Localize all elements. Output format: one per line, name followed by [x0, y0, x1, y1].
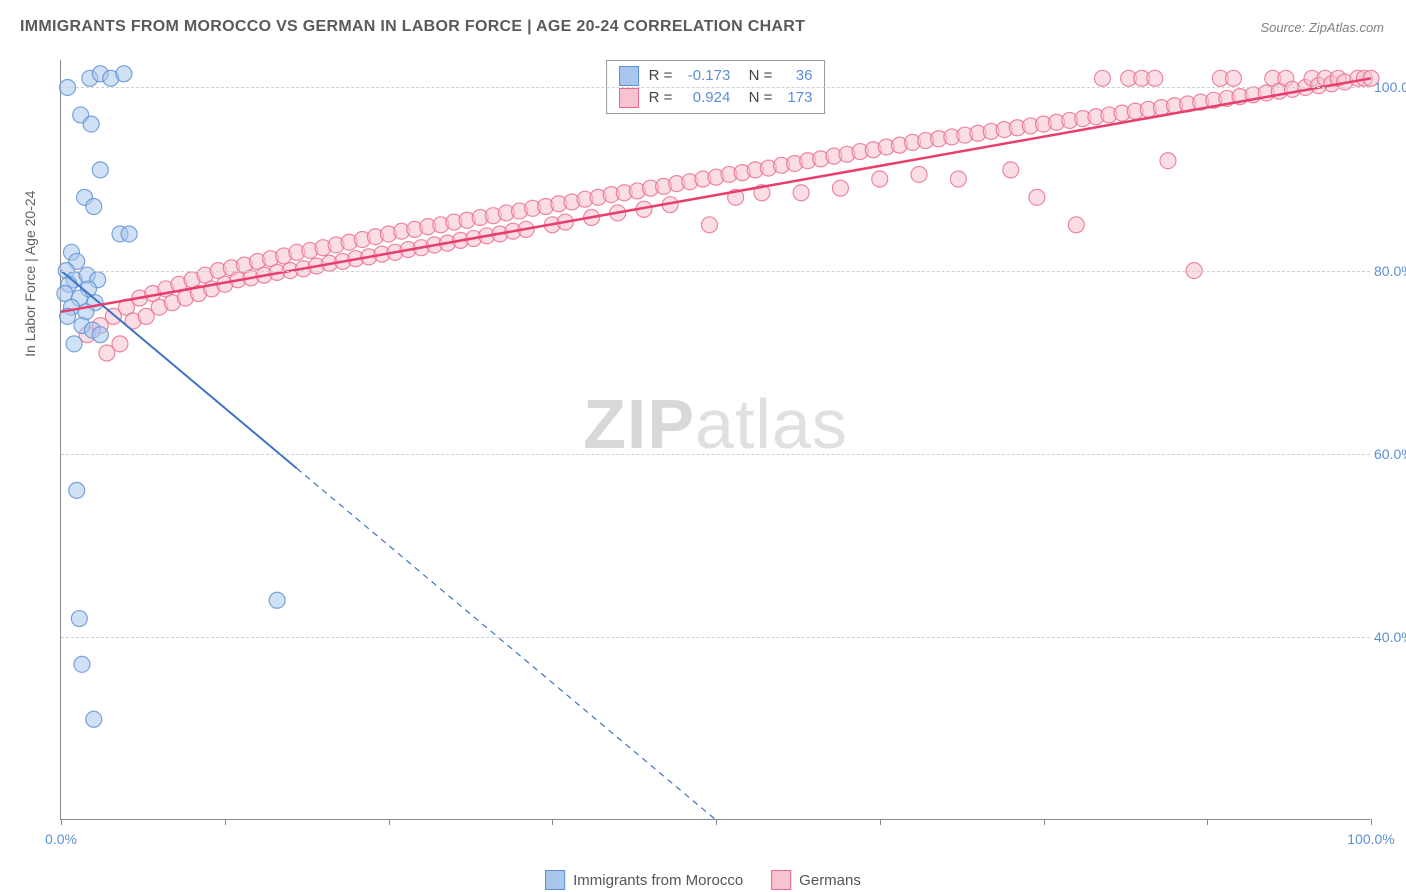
data-point [1029, 189, 1045, 205]
x-tick [61, 819, 62, 825]
x-tick [1371, 819, 1372, 825]
r-label: R = [649, 87, 673, 109]
y-tick-label: 100.0% [1374, 79, 1406, 95]
bottom-legend: Immigrants from Morocco Germans [545, 870, 861, 890]
legend-item-morocco: Immigrants from Morocco [545, 870, 743, 890]
data-point [71, 611, 87, 627]
y-tick-label: 60.0% [1374, 446, 1406, 462]
data-point [950, 171, 966, 187]
y-tick-label: 80.0% [1374, 263, 1406, 279]
x-tick-label: 100.0% [1347, 831, 1394, 847]
legend-label-germans: Germans [799, 872, 861, 889]
n-value-morocco: 36 [778, 65, 812, 87]
source-attribution: Source: ZipAtlas.com [1260, 20, 1384, 35]
n-label: N = [740, 65, 772, 87]
chart-title: IMMIGRANTS FROM MOROCCO VS GERMAN IN LAB… [20, 18, 805, 36]
y-axis-label: In Labor Force | Age 20-24 [22, 191, 38, 357]
x-tick [1207, 819, 1208, 825]
gridline [61, 87, 1370, 88]
stats-row-morocco: R = -0.173 N = 36 [619, 65, 813, 87]
n-label: N = [740, 87, 772, 109]
data-point [911, 166, 927, 182]
legend-item-germans: Germans [771, 870, 861, 890]
data-point [793, 185, 809, 201]
data-point [1147, 70, 1163, 86]
data-point [69, 482, 85, 498]
data-point [86, 199, 102, 215]
data-point [872, 171, 888, 187]
data-point [116, 66, 132, 82]
swatch-germans [619, 88, 639, 108]
swatch-morocco-icon [545, 870, 565, 890]
swatch-germans-icon [771, 870, 791, 890]
gridline [61, 454, 1370, 455]
data-point [66, 336, 82, 352]
data-point [1225, 70, 1241, 86]
data-point [121, 226, 137, 242]
data-point [269, 592, 285, 608]
trend-line-dashed [297, 468, 716, 820]
x-tick [389, 819, 390, 825]
y-tick-label: 40.0% [1374, 629, 1406, 645]
data-point [92, 162, 108, 178]
chart-container: IMMIGRANTS FROM MOROCCO VS GERMAN IN LAB… [0, 0, 1406, 892]
data-point [86, 711, 102, 727]
n-value-germans: 173 [778, 87, 812, 109]
data-point [83, 116, 99, 132]
data-point [1003, 162, 1019, 178]
data-point [701, 217, 717, 233]
plot-area: ZIPatlas R = -0.173 N = 36 R = 0.924 N =… [60, 60, 1370, 820]
legend-label-morocco: Immigrants from Morocco [573, 872, 743, 889]
x-tick-label: 0.0% [45, 831, 77, 847]
data-point [1160, 153, 1176, 169]
x-tick [1044, 819, 1045, 825]
data-point [1068, 217, 1084, 233]
x-tick [880, 819, 881, 825]
chart-svg [61, 60, 1370, 819]
data-point [832, 180, 848, 196]
r-value-germans: 0.924 [678, 87, 730, 109]
swatch-morocco [619, 66, 639, 86]
x-tick [552, 819, 553, 825]
gridline [61, 271, 1370, 272]
x-tick [716, 819, 717, 825]
data-point [74, 656, 90, 672]
r-label: R = [649, 65, 673, 87]
x-tick [225, 819, 226, 825]
gridline [61, 637, 1370, 638]
r-value-morocco: -0.173 [678, 65, 730, 87]
data-point [92, 327, 108, 343]
data-point [112, 336, 128, 352]
data-point [1094, 70, 1110, 86]
stats-row-germans: R = 0.924 N = 173 [619, 87, 813, 109]
